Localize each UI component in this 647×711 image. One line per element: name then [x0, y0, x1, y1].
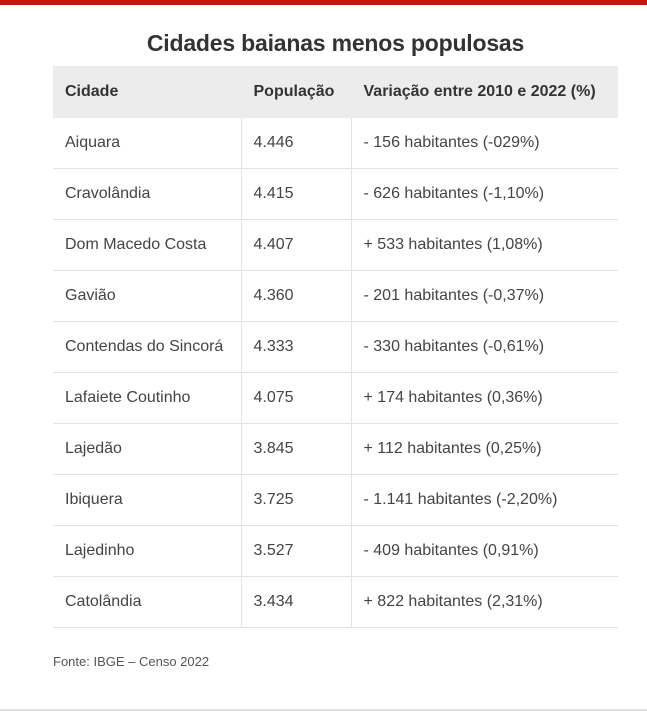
cell-cidade: Ibiquera	[53, 474, 241, 526]
cell-variacao: + 174 habitantes (0,36%)	[350, 372, 618, 424]
cell-cidade: Lajedinho	[53, 525, 241, 577]
table-row: Dom Macedo Costa 4.407 + 533 habitantes …	[53, 219, 618, 271]
table-header: Cidade População Variação entre 2010 e 2…	[53, 66, 618, 118]
header-variacao: Variação entre 2010 e 2022 (%)	[350, 66, 618, 118]
cell-variacao: - 409 habitantes (0,91%)	[350, 525, 618, 577]
bottom-divider	[0, 709, 647, 711]
cell-populacao: 3.527	[240, 525, 351, 577]
header-row: Cidade População Variação entre 2010 e 2…	[53, 66, 618, 118]
table-row: Aiquara 4.446 - 156 habitantes (-029%)	[53, 118, 618, 169]
cell-cidade: Cravolândia	[53, 168, 241, 220]
cell-populacao: 3.434	[240, 576, 351, 628]
page-title: Cidades baianas menos populosas	[146, 30, 525, 56]
cell-cidade: Dom Macedo Costa	[53, 219, 241, 271]
cell-variacao: - 626 habitantes (-1,10%)	[350, 168, 618, 220]
top-accent-bar	[0, 0, 647, 5]
cell-populacao: 4.446	[240, 118, 351, 169]
header-populacao: População	[240, 66, 351, 118]
cell-populacao: 4.407	[240, 219, 351, 271]
table-row: Ibiquera 3.725 - 1.141 habitantes (-2,20…	[53, 474, 618, 526]
table-row: Cravolândia 4.415 - 626 habitantes (-1,1…	[53, 168, 618, 220]
table-body: Aiquara 4.446 - 156 habitantes (-029%) C…	[53, 118, 618, 628]
header-cidade: Cidade	[53, 66, 241, 118]
table-row: Catolândia 3.434 + 822 habitantes (2,31%…	[53, 576, 618, 628]
cell-variacao: + 822 habitantes (2,31%)	[350, 576, 618, 628]
table-row: Contendas do Sincorá 4.333 - 330 habitan…	[53, 321, 618, 373]
cell-variacao: - 201 habitantes (-0,37%)	[350, 270, 618, 322]
cell-cidade: Lajedão	[53, 423, 241, 475]
source-note: Fonte: IBGE – Censo 2022	[53, 654, 210, 669]
table-row: Lajedinho 3.527 - 409 habitantes (0,91%)	[53, 525, 618, 577]
cell-cidade: Gavião	[53, 270, 241, 322]
cell-populacao: 4.415	[240, 168, 351, 220]
cell-populacao: 4.333	[240, 321, 351, 373]
cell-cidade: Lafaiete Coutinho	[53, 372, 241, 424]
cell-populacao: 3.725	[240, 474, 351, 526]
cell-variacao: - 1.141 habitantes (-2,20%)	[350, 474, 618, 526]
cell-populacao: 4.360	[240, 270, 351, 322]
table-row: Lafaiete Coutinho 4.075 + 174 habitantes…	[53, 372, 618, 424]
cell-populacao: 4.075	[240, 372, 351, 424]
cell-variacao: + 533 habitantes (1,08%)	[350, 219, 618, 271]
cell-cidade: Aiquara	[53, 118, 241, 169]
cell-variacao: - 330 habitantes (-0,61%)	[350, 321, 618, 373]
cell-cidade: Contendas do Sincorá	[53, 321, 241, 373]
table-row: Gavião 4.360 - 201 habitantes (-0,37%)	[53, 270, 618, 322]
cell-variacao: + 112 habitantes (0,25%)	[350, 423, 618, 475]
cell-variacao: - 156 habitantes (-029%)	[350, 118, 618, 169]
cell-populacao: 3.845	[240, 423, 351, 475]
cities-table: Cidade População Variação entre 2010 e 2…	[53, 66, 618, 628]
cell-cidade: Catolândia	[53, 576, 241, 628]
table-row: Lajedão 3.845 + 112 habitantes (0,25%)	[53, 423, 618, 475]
